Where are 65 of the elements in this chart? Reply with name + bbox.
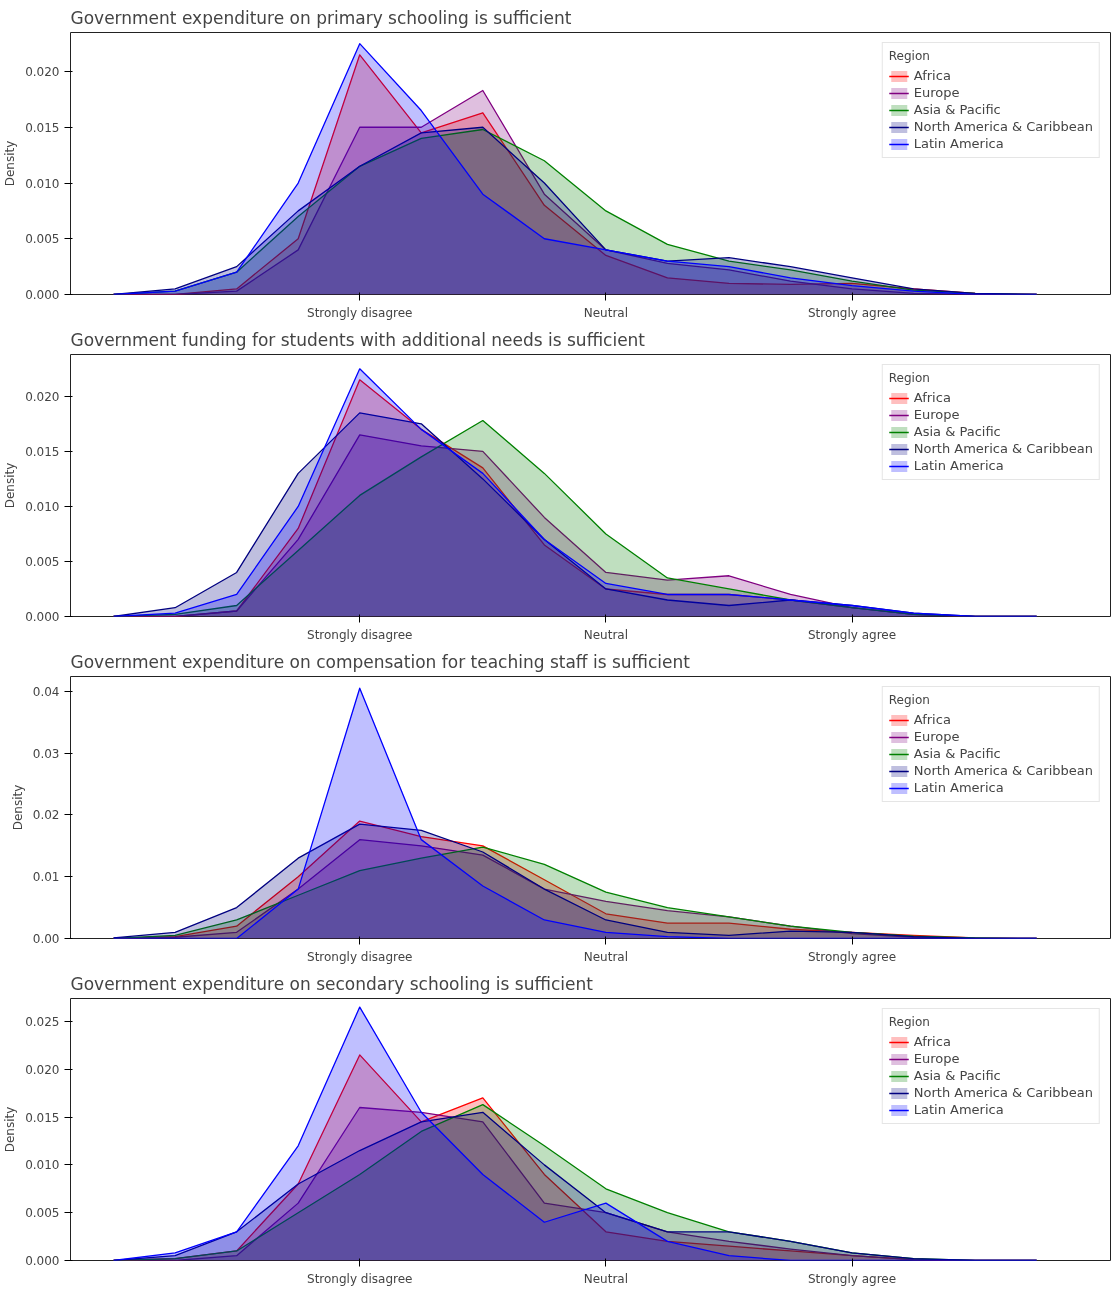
chart-title: Government expenditure on secondary schooling is sufficient xyxy=(70,973,594,994)
y-tick-label: 0.000 xyxy=(25,610,60,624)
y-tick-label: 0.015 xyxy=(25,444,60,459)
y-tick-label: 0.000 xyxy=(25,1254,60,1268)
legend-title: Region xyxy=(888,693,931,707)
x-tick-label: Strongly agree xyxy=(807,949,897,964)
legend-label: Europe xyxy=(913,729,960,744)
y-tick-label: 0.020 xyxy=(25,1062,60,1077)
y-tick-label: 0.020 xyxy=(25,65,60,80)
legend-label: Africa xyxy=(913,1034,951,1049)
chart-title: Government funding for students with additional needs is sufficient xyxy=(70,329,646,350)
y-tick-label: 0.010 xyxy=(25,176,60,191)
y-axis-title: Density xyxy=(3,462,18,509)
y-tick-label: 0.015 xyxy=(25,1110,60,1125)
x-tick-label: Strongly agree xyxy=(807,305,897,320)
y-tick-label: 0.01 xyxy=(32,870,60,885)
chart-title: Government expenditure on primary schooling is sufficient xyxy=(70,7,572,28)
legend-label: Africa xyxy=(913,390,951,405)
legend-label: Europe xyxy=(913,85,960,100)
x-tick-label: Strongly disagree xyxy=(307,949,413,964)
x-tick-label: Strongly agree xyxy=(807,1271,897,1286)
y-axis-title: Density xyxy=(3,1106,18,1153)
legend-label: Latin America xyxy=(913,780,1004,795)
y-tick-label: 0.03 xyxy=(32,746,60,761)
x-tick-label: Neutral xyxy=(583,627,629,642)
y-axis-title: Density xyxy=(10,784,25,831)
y-tick-label: 0.00 xyxy=(32,932,60,946)
y-tick-label: 0.020 xyxy=(25,389,60,404)
legend-label: North America & Caribbean xyxy=(913,1085,1093,1100)
x-tick-label: Strongly disagree xyxy=(307,305,413,320)
x-tick-label: Strongly disagree xyxy=(307,627,413,642)
legend-label: Latin America xyxy=(913,136,1004,151)
y-tick-label: 0.010 xyxy=(25,1158,60,1173)
y-tick-label: 0.005 xyxy=(25,554,60,569)
x-tick-label: Neutral xyxy=(583,949,629,964)
legend-label: Latin America xyxy=(913,1102,1004,1117)
x-tick-label: Strongly agree xyxy=(807,627,897,642)
legend-label: Asia & Pacific xyxy=(913,1068,1001,1083)
x-tick-label: Strongly disagree xyxy=(307,1271,413,1286)
y-tick-label: 0.000 xyxy=(25,288,60,302)
legend-label: Latin America xyxy=(913,458,1004,473)
y-tick-label: 0.010 xyxy=(25,499,60,514)
x-tick-label: Neutral xyxy=(583,305,629,320)
y-tick-label: 0.02 xyxy=(32,808,60,823)
legend-title: Region xyxy=(888,371,931,385)
y-tick-label: 0.015 xyxy=(25,120,60,135)
chart-title: Government expenditure on compensation for teaching staff is sufficient xyxy=(70,651,691,672)
legend-label: North America & Caribbean xyxy=(913,763,1093,778)
x-tick-label: Neutral xyxy=(583,1271,629,1286)
y-tick-label: 0.005 xyxy=(25,232,60,247)
legend-label: Africa xyxy=(913,68,951,83)
y-tick-label: 0.025 xyxy=(25,1014,60,1029)
y-axis-title: Density xyxy=(3,140,18,187)
y-tick-label: 0.04 xyxy=(32,684,60,699)
legend-label: North America & Caribbean xyxy=(913,119,1093,134)
legend-label: Europe xyxy=(913,407,960,422)
legend-title: Region xyxy=(888,49,931,63)
legend-label: Europe xyxy=(913,1051,960,1066)
legend-label: Asia & Pacific xyxy=(913,746,1001,761)
legend-label: Africa xyxy=(913,712,951,727)
y-tick-label: 0.005 xyxy=(25,1206,60,1221)
legend-title: Region xyxy=(888,1015,931,1029)
legend-label: Asia & Pacific xyxy=(913,102,1001,117)
legend-label: North America & Caribbean xyxy=(913,441,1093,456)
legend-label: Asia & Pacific xyxy=(913,424,1001,439)
